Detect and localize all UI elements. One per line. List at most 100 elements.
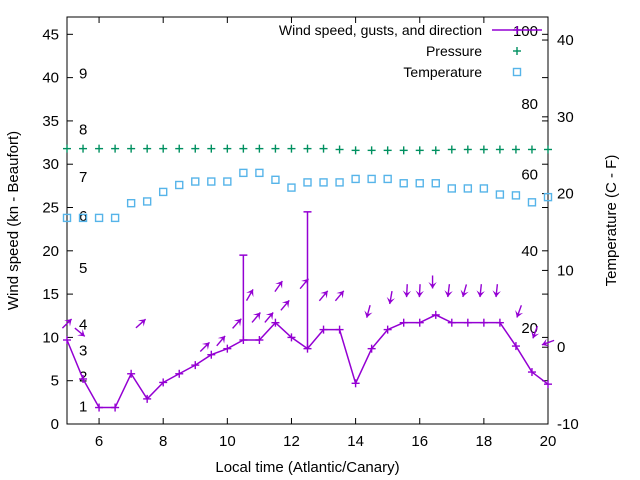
- data-marker: [495, 190, 505, 199]
- y2-tick-label: 0: [557, 339, 565, 356]
- wind-direction-arrow: [245, 288, 254, 301]
- wind-direction-arrow: [280, 299, 290, 311]
- fahrenheit-label: 60: [521, 166, 538, 183]
- wind-direction-arrow: [444, 284, 453, 298]
- data-marker: [78, 213, 88, 223]
- wind-direction-arrow: [232, 318, 242, 329]
- y-tick-label: 25: [42, 200, 59, 217]
- beaufort-label: 7: [79, 169, 87, 186]
- x-tick-label: 16: [411, 433, 428, 450]
- beaufort-label: 6: [79, 208, 87, 225]
- x-tick-label: 14: [347, 433, 364, 450]
- data-marker: [527, 198, 537, 207]
- data-marker: [351, 174, 360, 184]
- data-marker: [62, 213, 72, 223]
- legend-label: Temperature: [403, 64, 482, 80]
- data-marker: [367, 174, 376, 184]
- wind-direction-arrow: [274, 280, 283, 293]
- wind-direction-arrow: [251, 312, 261, 323]
- y2-tick-label: 10: [557, 262, 574, 279]
- y-tick-label: 40: [42, 70, 59, 87]
- data-marker: [191, 177, 200, 186]
- beaufort-label: 3: [79, 342, 87, 359]
- x-tick-label: 12: [283, 433, 300, 450]
- y2-tick-label: 30: [557, 109, 574, 126]
- wind-direction-arrow: [476, 284, 485, 298]
- wind-direction-arrow: [386, 291, 396, 305]
- wind-direction-arrow: [415, 284, 424, 298]
- fahrenheit-label: 100: [513, 23, 538, 40]
- data-marker: [110, 213, 120, 223]
- y-axis-title: Wind speed (kn - Beaufort): [5, 131, 22, 310]
- wind-direction-arrow: [531, 325, 540, 339]
- wind-direction-arrow: [460, 284, 469, 298]
- data-marker: [223, 177, 232, 186]
- wind-direction-arrow: [402, 284, 412, 298]
- y-tick-label: 20: [42, 243, 59, 260]
- y2-axis-title: Temperature (C - F): [603, 155, 620, 287]
- beaufort-label: 9: [79, 65, 87, 82]
- data-marker: [255, 168, 264, 178]
- y2-tick-label: -10: [557, 416, 579, 433]
- y-tick-label: 35: [42, 113, 59, 130]
- data-marker: [271, 175, 280, 185]
- wind-direction-arrow: [492, 284, 501, 298]
- legend-label: Pressure: [426, 43, 482, 59]
- wind-direction-arrow: [61, 318, 73, 329]
- x-tick-label: 20: [540, 433, 557, 450]
- y-tick-label: 0: [51, 416, 59, 433]
- data-marker: [543, 192, 553, 202]
- data-marker: [463, 184, 473, 193]
- fahrenheit-label: 20: [521, 320, 538, 337]
- wind-direction-arrow: [135, 318, 147, 329]
- wind-direction-arrow: [334, 290, 345, 302]
- data-marker: [303, 178, 312, 187]
- data-marker: [158, 187, 168, 197]
- y-tick-label: 45: [42, 26, 59, 43]
- beaufort-label: 1: [79, 399, 87, 416]
- data-marker: [94, 213, 104, 223]
- data-marker: [431, 179, 440, 188]
- wind-direction-arrow: [199, 341, 210, 353]
- wind-direction-arrow: [264, 312, 274, 323]
- wind-direction-arrow: [318, 290, 329, 302]
- data-marker: [287, 183, 296, 192]
- legend-label: Wind speed, gusts, and direction: [279, 22, 482, 38]
- beaufort-label: 8: [79, 122, 87, 139]
- wind-direction-arrow: [299, 278, 310, 290]
- x-tick-label: 6: [95, 433, 103, 450]
- data-marker: [383, 174, 392, 184]
- wind-direction-arrow: [515, 305, 524, 318]
- fahrenheit-label: 80: [521, 96, 538, 113]
- data-marker: [399, 179, 408, 188]
- data-marker: [175, 180, 184, 190]
- data-marker: [415, 179, 424, 188]
- beaufort-label: 4: [79, 316, 87, 333]
- wind-direction-arrow: [74, 327, 86, 337]
- data-marker: [319, 178, 328, 187]
- x-axis-title: Local time (Atlantic/Canary): [215, 459, 399, 476]
- x-tick-label: 10: [219, 433, 236, 450]
- y-tick-label: 5: [51, 373, 59, 390]
- plot-frame: [66, 16, 549, 425]
- wind-direction-arrow: [541, 338, 555, 347]
- wind-direction-arrow: [364, 304, 373, 318]
- wind-direction-arrow: [216, 335, 226, 347]
- data-marker: [335, 178, 344, 187]
- y2-tick-label: 20: [557, 186, 574, 203]
- fahrenheit-label: 40: [521, 243, 538, 260]
- legend-swatch: [512, 67, 522, 77]
- data-marker: [511, 191, 521, 200]
- data-marker: [142, 197, 152, 206]
- y-tick-label: 30: [42, 156, 59, 173]
- data-marker: [126, 198, 136, 208]
- x-tick-label: 8: [159, 433, 167, 450]
- data-marker: [239, 168, 248, 178]
- beaufort-label: 5: [79, 260, 87, 277]
- x-tick-label: 18: [476, 433, 493, 450]
- y-tick-label: 10: [42, 329, 59, 346]
- data-marker: [479, 184, 489, 193]
- data-marker: [207, 177, 216, 186]
